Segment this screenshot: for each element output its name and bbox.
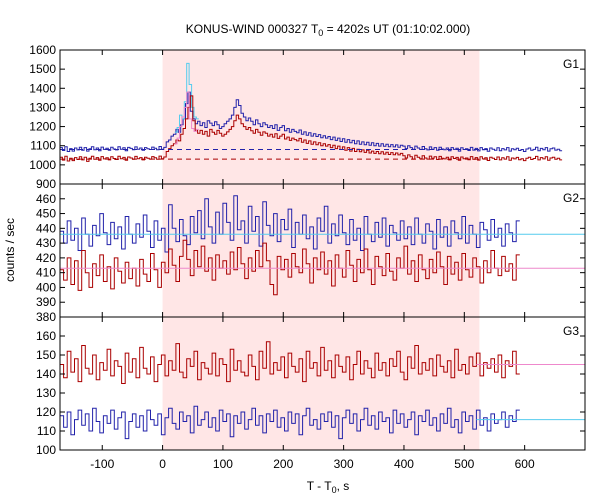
x-tick-label: 500 (454, 457, 474, 471)
panel-frames-layer: G1 G2 G3 (59, 49, 586, 451)
x-tick-label: 300 (334, 457, 354, 471)
x-tick-label: -100 (90, 457, 114, 471)
g3-y-tick-label: 100 (36, 443, 56, 457)
x-tick-label: 100 (213, 457, 233, 471)
g3-shaded-interval (162, 317, 480, 450)
g2-y-tick-label: 390 (36, 295, 56, 309)
g1-series-pink-3 (174, 91, 199, 145)
g2-panel-label: G2 (563, 191, 579, 205)
g2-y-tick-label: 460 (36, 192, 56, 206)
y-axis-label: counts / sec (3, 218, 17, 282)
shaded-interval-layer (162, 50, 480, 450)
x-axis-label-subscript: 0 (332, 485, 337, 495)
g2-y-tick-label: 420 (36, 251, 56, 265)
g1-shaded-interval (162, 50, 480, 184)
g1-y-tick-label: 1600 (29, 43, 56, 57)
g3-series-blue-1 (60, 405, 520, 440)
g3-y-tick-label: 150 (36, 348, 56, 362)
g3-y-tick-label: 110 (37, 424, 56, 438)
ticks-layer: 9001000110012001300140015001600380390400… (29, 43, 585, 471)
g1-y-tick-label: 1300 (29, 100, 56, 114)
g2-series-blue-0 (60, 195, 520, 253)
g2-y-tick-label: 400 (36, 280, 56, 294)
g1-y-tick-label: 1500 (29, 62, 56, 76)
x-tick-label: 200 (273, 457, 293, 471)
chart-title-rest: = 4202s UT (01:10:02.000) (323, 22, 470, 36)
g3-y-tick-label: 120 (36, 405, 56, 419)
chart-title-subscript: 0 (318, 28, 323, 38)
g3-series-red-0 (60, 341, 520, 384)
x-tick-label: 0 (159, 457, 166, 471)
g1-series-cyan-1 (174, 62, 199, 133)
g1-y-tick-label: 1000 (29, 158, 56, 172)
g3-panel-frame (59, 316, 586, 451)
g3-y-tick-label: 140 (36, 367, 56, 381)
reference-lines-layer (60, 149, 585, 421)
g1-panel-label: G1 (563, 57, 579, 71)
g2-y-tick-label: 430 (36, 236, 56, 250)
g3-y-tick-label: 130 (36, 386, 56, 400)
g1-y-tick-label: 1100 (30, 139, 56, 153)
x-axis-label-main: T - T (307, 479, 333, 493)
g2-shaded-interval (162, 184, 480, 317)
x-axis-label-rest: , s (337, 479, 350, 493)
g1-y-tick-label: 1200 (29, 120, 56, 134)
chart-title-main: KONUS-WIND 000327 T (186, 22, 319, 36)
x-axis-label: T - T0, s (307, 479, 350, 495)
g2-series-red-1 (60, 239, 520, 296)
g2-y-tick-label: 410 (36, 266, 56, 280)
x-tick-label: 600 (515, 457, 535, 471)
g3-panel-label: G3 (563, 324, 579, 338)
g2-y-tick-label: 440 (36, 221, 56, 235)
g2-y-tick-label: 380 (36, 310, 56, 324)
g1-y-tick-label: 1400 (29, 81, 56, 95)
chart-title: KONUS-WIND 000327 T0 = 4202s UT (01:10:0… (186, 22, 470, 38)
g2-y-tick-label: 450 (36, 207, 56, 221)
g1-y-tick-label: 900 (36, 177, 56, 191)
x-tick-label: 400 (394, 457, 414, 471)
g3-y-tick-label: 160 (36, 329, 56, 343)
